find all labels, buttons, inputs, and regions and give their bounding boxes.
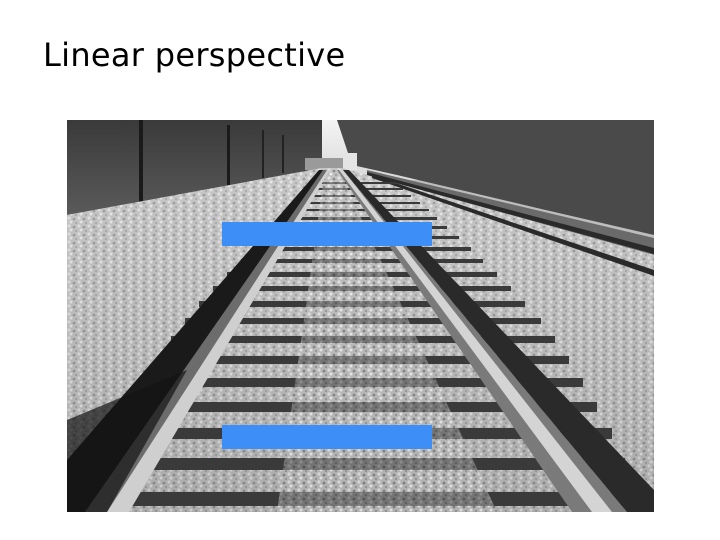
railroad-tracks-photo: [67, 120, 654, 512]
slide-title: Linear perspective: [43, 36, 346, 74]
upper-perspective-marker-bar: [222, 222, 432, 246]
lower-perspective-marker-bar: [222, 425, 432, 449]
